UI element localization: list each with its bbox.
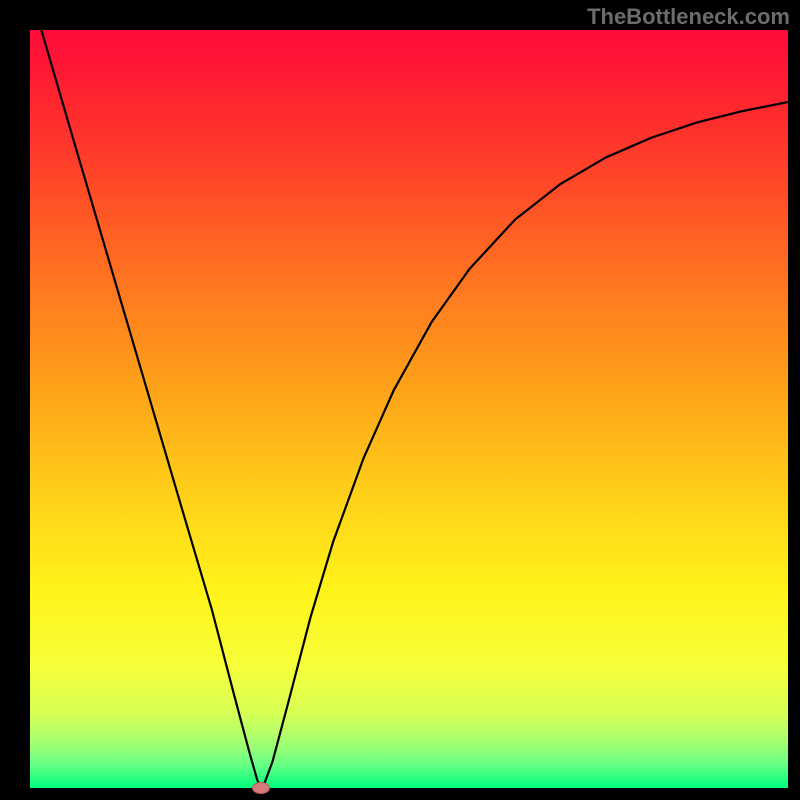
plot-area (30, 30, 788, 788)
watermark-text: TheBottleneck.com (587, 4, 790, 30)
bottleneck-curve (30, 30, 788, 788)
optimal-point-marker (252, 782, 270, 794)
curve-path (30, 30, 788, 788)
